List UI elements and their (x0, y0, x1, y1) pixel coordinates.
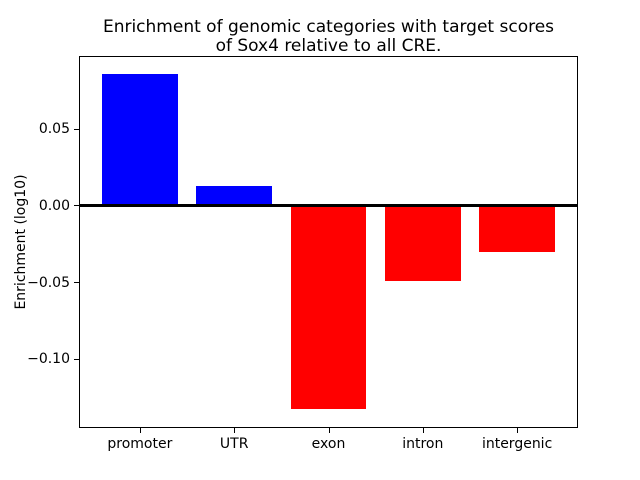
y-tick-label: −0.05 (27, 274, 70, 291)
x-tick (234, 428, 236, 433)
bar-UTR (196, 185, 272, 206)
x-tick (422, 428, 424, 433)
bar-intron (385, 205, 461, 282)
x-tick-label-intergenic: intergenic (481, 436, 553, 452)
y-tick-label: −0.10 (27, 351, 70, 368)
y-tick (74, 128, 79, 130)
y-tick-label: 0.00 (38, 197, 70, 214)
y-tick-label: 0.05 (38, 121, 70, 138)
x-tick (328, 428, 330, 433)
plot-area (79, 56, 578, 428)
bar-promoter (102, 73, 178, 206)
x-tick (517, 428, 519, 433)
x-tick-label-UTR: UTR (219, 436, 249, 452)
x-tick-label-promoter: promoter (107, 436, 173, 452)
x-tick (139, 428, 141, 433)
y-tick (74, 205, 79, 207)
y-tick (74, 282, 79, 284)
zero-line (80, 204, 577, 208)
x-tick-label-intron: intron (402, 436, 444, 452)
x-tick-label-exon: exon (311, 436, 346, 452)
y-tick (74, 358, 79, 360)
bar-intergenic (479, 205, 555, 252)
bar-exon (290, 205, 367, 409)
chart-title: Enrichment of genomic categories with ta… (102, 17, 555, 56)
